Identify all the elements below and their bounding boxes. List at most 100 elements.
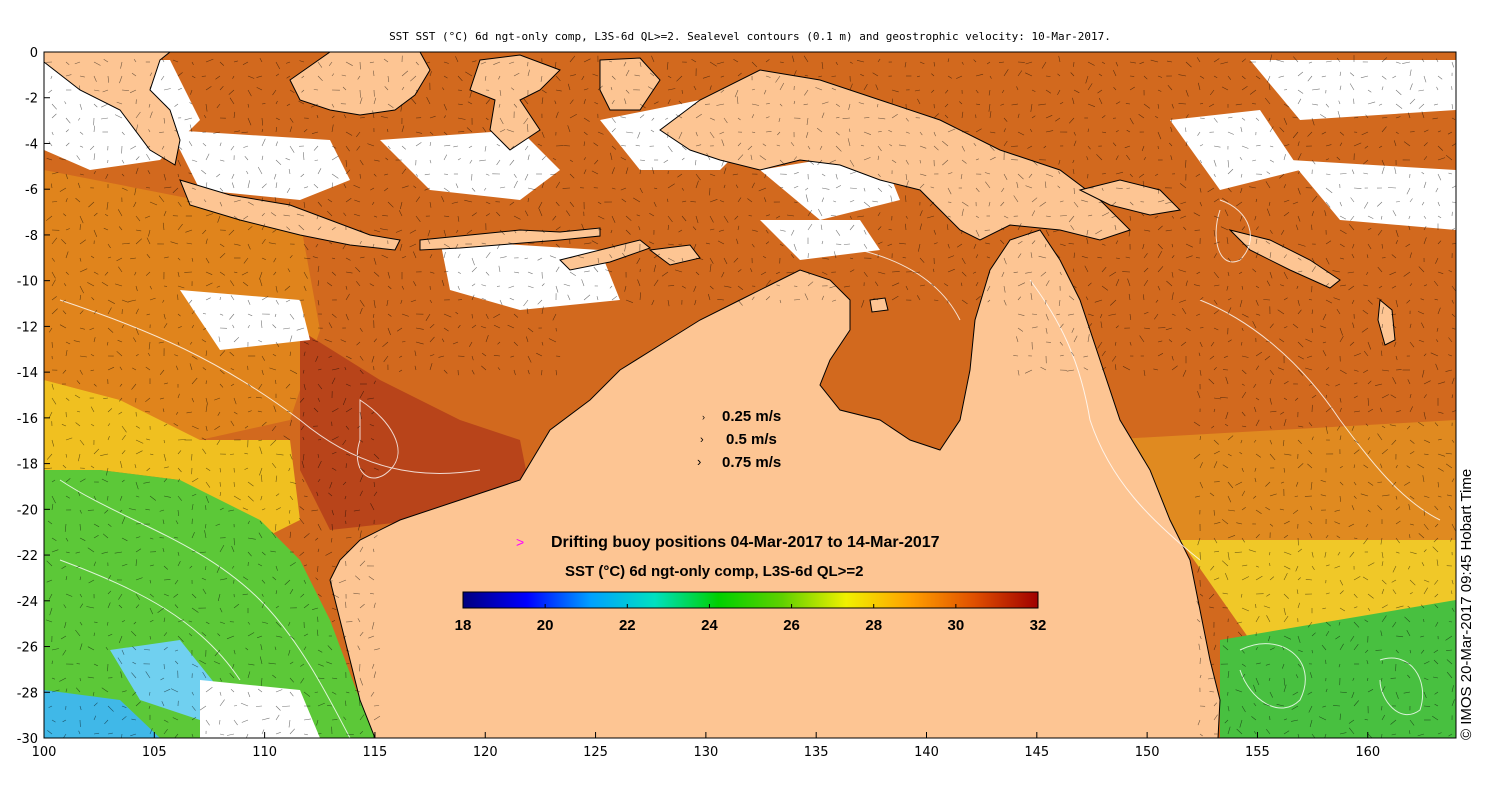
velocity-arrow (1336, 535, 1341, 539)
velocity-arrow (148, 229, 151, 237)
velocity-arrow (1283, 184, 1286, 189)
velocity-arrow (1339, 643, 1344, 651)
velocity-arrow (765, 296, 771, 301)
velocity-arrow (1353, 576, 1361, 581)
velocity-arrow-icon: › (697, 454, 701, 469)
velocity-arrow (1263, 605, 1271, 609)
velocity-arrow (373, 671, 376, 679)
velocity-arrow (1017, 313, 1025, 316)
velocity-arrow (1241, 58, 1246, 63)
velocity-arrow (848, 103, 851, 110)
velocity-arrow (1366, 254, 1369, 259)
velocity-arrow (1213, 145, 1221, 148)
velocity-arrow (285, 299, 291, 303)
velocity-arrow (387, 271, 391, 279)
velocity-arrow (1073, 187, 1075, 195)
velocity-arrow (1269, 229, 1273, 234)
velocity-arrow (284, 285, 291, 291)
velocity-arrow (481, 352, 487, 357)
velocity-arrow (1437, 75, 1443, 80)
cloud-gap (170, 130, 350, 200)
velocity-arrow (1221, 519, 1229, 525)
velocity-arrow (524, 173, 529, 181)
velocity-arrow (1281, 229, 1285, 235)
velocity-arrow (191, 493, 197, 497)
velocity-arrow (538, 208, 543, 217)
velocity-arrow (1199, 144, 1204, 147)
velocity-arrow (214, 649, 221, 657)
velocity-arrow (1071, 327, 1075, 333)
velocity-arrow (485, 213, 490, 217)
velocity-arrow (205, 719, 210, 726)
velocity-arrow (1366, 660, 1369, 665)
velocity-arrow (384, 86, 389, 91)
velocity-arrow (1395, 465, 1398, 469)
velocity-arrow (765, 131, 772, 133)
velocity-arrow (453, 145, 459, 148)
velocity-arrow (1297, 215, 1301, 222)
velocity-arrow (667, 75, 672, 79)
velocity-arrow (1436, 327, 1439, 332)
velocity-arrow (51, 279, 56, 287)
velocity-arrow (75, 551, 81, 554)
velocity-arrow (331, 579, 333, 586)
velocity-arrow (509, 201, 515, 206)
velocity-arrow (219, 481, 221, 487)
velocity-arrow (1445, 463, 1453, 469)
velocity-arrow (1311, 159, 1316, 165)
velocity-arrow (163, 565, 169, 570)
velocity-arrow (202, 229, 207, 235)
velocity-arrow (128, 299, 137, 302)
velocity-arrow (51, 689, 60, 693)
velocity-arrow (1255, 226, 1259, 231)
velocity-arrow (217, 593, 221, 602)
velocity-arrow (1068, 295, 1075, 301)
velocity-arrow (919, 131, 923, 136)
velocity-arrow (985, 181, 991, 189)
velocity-arrow (1381, 588, 1385, 595)
velocity-arrow (1380, 350, 1383, 357)
velocity-arrow (1255, 662, 1261, 665)
velocity-arrow (1003, 69, 1009, 77)
velocity-arrow (961, 271, 967, 277)
velocity-arrow (163, 313, 166, 320)
velocity-arrow (919, 257, 925, 263)
velocity-arrow (342, 481, 347, 486)
velocity-arrow (163, 156, 165, 161)
velocity-arrow (103, 227, 109, 231)
velocity-arrow (283, 435, 291, 441)
velocity-arrow (638, 226, 641, 231)
velocity-arrow (863, 201, 871, 208)
velocity-arrow (1381, 494, 1390, 497)
velocity-arrow (107, 575, 112, 581)
velocity-arrow (261, 155, 264, 161)
velocity-arrow (414, 350, 417, 357)
velocity-arrow (1367, 437, 1370, 441)
velocity-arrow (186, 242, 193, 245)
velocity-arrow (79, 355, 87, 358)
velocity-arrow (989, 75, 992, 79)
velocity-arrow (355, 453, 361, 457)
velocity-arrow (359, 603, 365, 609)
velocity-arrow (429, 201, 432, 208)
velocity-arrow (554, 61, 557, 69)
velocity-arrow (51, 103, 57, 110)
velocity-arrow (986, 271, 991, 279)
velocity-arrow (259, 278, 263, 287)
velocity-arrow (240, 702, 249, 707)
velocity-arrow (247, 89, 252, 97)
velocity-arrow (653, 253, 661, 259)
velocity-arrow (177, 560, 181, 567)
velocity-arrow (1350, 215, 1355, 221)
velocity-arrow (1297, 537, 1299, 546)
velocity-arrow (709, 264, 712, 273)
velocity-arrow (315, 243, 319, 248)
velocity-arrow (303, 383, 306, 390)
velocity-arrow (611, 100, 615, 105)
velocity-arrow (667, 215, 673, 223)
velocity-arrow (1154, 313, 1159, 320)
velocity-arrow (177, 635, 184, 643)
colorbar-tick-label: 20 (537, 617, 554, 634)
velocity-arrow (191, 310, 196, 315)
velocity-arrow (359, 474, 364, 483)
